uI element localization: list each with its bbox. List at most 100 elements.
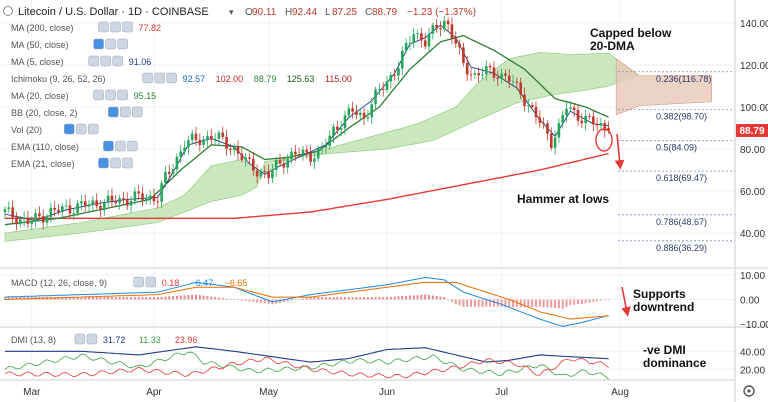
candle-body — [336, 126, 339, 130]
candlesticks — [3, 15, 610, 231]
settings-icon[interactable] — [75, 123, 87, 135]
close-icon[interactable] — [117, 38, 128, 50]
candle-body — [500, 73, 503, 79]
candle-body — [370, 104, 374, 118]
settings-icon[interactable] — [145, 276, 156, 288]
close-icon[interactable] — [122, 21, 133, 33]
macd-hist-bar — [290, 299, 293, 301]
candle-body — [313, 158, 316, 162]
macd-value: −6.47 — [191, 278, 214, 288]
macd-hist-bar — [259, 299, 262, 303]
eye-icon[interactable] — [93, 89, 104, 101]
macd-hist-bar — [137, 297, 140, 300]
candle-body — [358, 112, 362, 115]
candle-body — [259, 171, 263, 177]
macd-hist-bar — [324, 297, 327, 300]
candle-body — [290, 151, 293, 160]
settings-icon[interactable] — [110, 157, 121, 169]
macd-hist-bar — [424, 294, 427, 300]
price-axis-ticks[interactable]: 140.00 120.00 100.00 80.00 60.00 40.00 — [740, 19, 768, 240]
candle-body — [206, 136, 209, 140]
indicator-label[interactable]: MA (200, close) — [11, 23, 74, 33]
candle-body — [443, 20, 446, 30]
eye-icon[interactable] — [74, 333, 86, 345]
symbol-status-icon — [3, 6, 13, 16]
indicator-label[interactable]: Ichimoku (9, 26, 52, 26) — [11, 74, 106, 84]
macd-hist-bar — [393, 296, 396, 300]
eye-icon[interactable] — [98, 21, 109, 33]
macd-hist-bar — [217, 297, 220, 300]
indicator-label[interactable]: MA (5, close) — [11, 57, 64, 67]
symbol-menu-chevron-icon[interactable]: ▾ — [229, 7, 234, 17]
close-icon[interactable] — [127, 140, 138, 152]
visibility-toggle-icon[interactable] — [93, 38, 104, 50]
annotation-capped-line2: 20-DMA — [590, 39, 635, 53]
close-icon[interactable] — [87, 123, 99, 135]
candle-body — [546, 123, 549, 134]
macd-hist-bar — [599, 299, 602, 301]
ohlc-value: 88.79 — [372, 7, 397, 18]
candle-body — [607, 127, 610, 131]
close-icon[interactable] — [132, 106, 143, 118]
close-icon[interactable] — [166, 72, 177, 84]
macd-label[interactable]: MACD (12, 26, close, 9) — [11, 278, 107, 288]
close-icon[interactable] — [122, 157, 133, 169]
candle-body — [103, 202, 106, 211]
settings-icon[interactable] — [154, 72, 165, 84]
macd-value: 0.18 — [162, 278, 180, 288]
chart-settings-icon[interactable] — [743, 385, 755, 397]
visibility-toggle-icon[interactable] — [98, 157, 109, 169]
macd-hist-bar — [114, 297, 117, 300]
time-axis-ticks[interactable]: Mar Apr May Jun Jul Aug — [23, 387, 629, 398]
settings-icon[interactable] — [105, 38, 116, 50]
macd-hist-bar — [156, 297, 159, 300]
macd-hist-bar — [91, 297, 94, 300]
indicator-label[interactable]: Vol (20) — [11, 125, 42, 135]
settings-icon[interactable] — [115, 140, 126, 152]
candle-body — [309, 152, 312, 162]
candle-body — [221, 132, 225, 137]
indicator-label[interactable]: BB (20, close, 2) — [11, 108, 78, 118]
candle-body — [76, 203, 79, 214]
candle-body — [332, 126, 335, 136]
eye-icon[interactable] — [133, 276, 144, 288]
candle-body — [229, 148, 232, 151]
candle-body — [366, 117, 370, 119]
indicator-label[interactable]: EMA (110, close) — [11, 142, 79, 152]
visibility-toggle-icon[interactable] — [63, 123, 75, 135]
candle-body — [91, 200, 95, 205]
candle-body — [187, 140, 190, 148]
macd-hist-bar — [596, 299, 599, 302]
visibility-toggle-icon[interactable] — [108, 106, 119, 118]
indicator-label[interactable]: MA (50, close) — [11, 40, 69, 50]
macd-hist-bar — [65, 297, 68, 300]
close-icon[interactable] — [112, 55, 123, 67]
settings-icon[interactable] — [105, 89, 116, 101]
eye-icon[interactable] — [142, 72, 153, 84]
macd-hist-bar — [328, 297, 331, 300]
candle-body — [271, 169, 274, 179]
symbol-title[interactable]: Litecoin / U.S. Dollar · 1D · COINBASE — [18, 6, 209, 18]
candle-body — [57, 209, 60, 212]
settings-icon[interactable] — [120, 106, 131, 118]
candle-body — [167, 171, 171, 174]
candle-body — [305, 149, 309, 153]
dmi-label[interactable]: DMI (13, 8) — [11, 335, 56, 345]
macd-hist-bar — [542, 299, 545, 308]
close-icon[interactable] — [117, 89, 128, 101]
settings-icon[interactable] — [100, 55, 111, 67]
settings-icon[interactable] — [110, 21, 121, 33]
settings-icon[interactable] — [86, 333, 98, 345]
eye-icon[interactable] — [88, 55, 99, 67]
indicator-label[interactable]: MA (20, close) — [11, 91, 69, 101]
fib-level-label: 0.236(116.78) — [656, 74, 711, 84]
macd-hist-bar — [23, 297, 26, 300]
macd-hist-bar — [477, 299, 480, 307]
indicator-label[interactable]: EMA (21, close) — [11, 159, 75, 169]
macd-hist-bar — [248, 299, 251, 302]
visibility-toggle-icon[interactable] — [103, 140, 114, 152]
candle-body — [355, 111, 358, 115]
macd-hist-bar — [107, 297, 110, 300]
dmi-axis-ticks: 40.00 20.00 — [740, 347, 765, 376]
